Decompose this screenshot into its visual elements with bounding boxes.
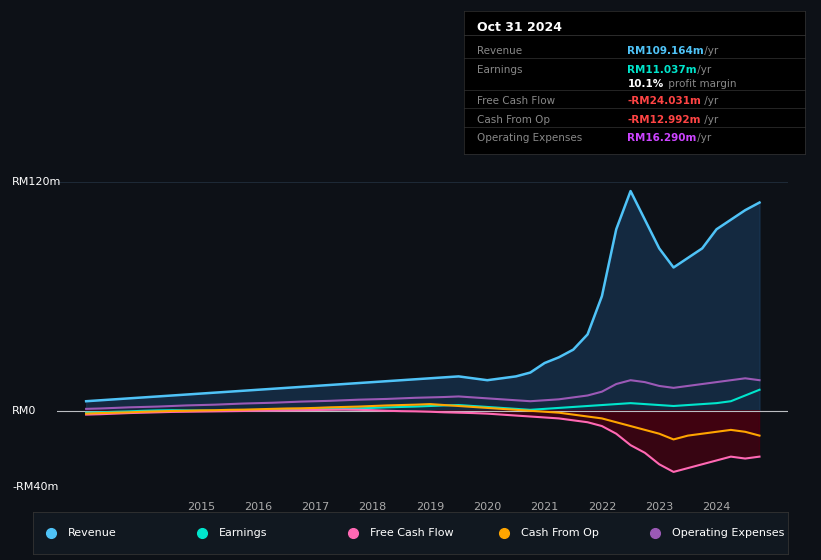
Text: /yr: /yr bbox=[700, 96, 718, 106]
Text: 2023: 2023 bbox=[645, 502, 673, 512]
Text: 2016: 2016 bbox=[244, 502, 272, 512]
Text: RM0: RM0 bbox=[12, 406, 37, 416]
Text: -RM24.031m: -RM24.031m bbox=[627, 96, 701, 106]
Text: /yr: /yr bbox=[694, 65, 711, 74]
Text: 2019: 2019 bbox=[416, 502, 444, 512]
Text: RM120m: RM120m bbox=[12, 176, 62, 186]
Text: 2020: 2020 bbox=[473, 502, 502, 512]
Text: Revenue: Revenue bbox=[67, 529, 117, 538]
Text: RM11.037m: RM11.037m bbox=[627, 65, 697, 74]
Text: 2018: 2018 bbox=[359, 502, 387, 512]
Text: Cash From Op: Cash From Op bbox=[521, 529, 599, 538]
Text: RM16.290m: RM16.290m bbox=[627, 133, 697, 143]
Text: /yr: /yr bbox=[700, 115, 718, 125]
Text: /yr: /yr bbox=[694, 133, 711, 143]
Text: 2022: 2022 bbox=[588, 502, 616, 512]
Text: 2021: 2021 bbox=[530, 502, 559, 512]
Text: Revenue: Revenue bbox=[478, 46, 523, 56]
Text: RM109.164m: RM109.164m bbox=[627, 46, 704, 56]
Text: profit margin: profit margin bbox=[665, 79, 736, 89]
Text: Cash From Op: Cash From Op bbox=[478, 115, 551, 125]
Text: Free Cash Flow: Free Cash Flow bbox=[478, 96, 556, 106]
Text: /yr: /yr bbox=[700, 46, 718, 56]
Text: -RM40m: -RM40m bbox=[12, 482, 58, 492]
Text: 2024: 2024 bbox=[702, 502, 731, 512]
Text: Earnings: Earnings bbox=[218, 529, 267, 538]
Text: Operating Expenses: Operating Expenses bbox=[478, 133, 583, 143]
Text: Operating Expenses: Operating Expenses bbox=[672, 529, 784, 538]
Text: Free Cash Flow: Free Cash Flow bbox=[369, 529, 453, 538]
Text: Oct 31 2024: Oct 31 2024 bbox=[478, 21, 562, 34]
Text: 2017: 2017 bbox=[301, 502, 329, 512]
Text: -RM12.992m: -RM12.992m bbox=[627, 115, 701, 125]
Text: 2015: 2015 bbox=[186, 502, 215, 512]
Text: 10.1%: 10.1% bbox=[627, 79, 663, 89]
Text: Earnings: Earnings bbox=[478, 65, 523, 74]
